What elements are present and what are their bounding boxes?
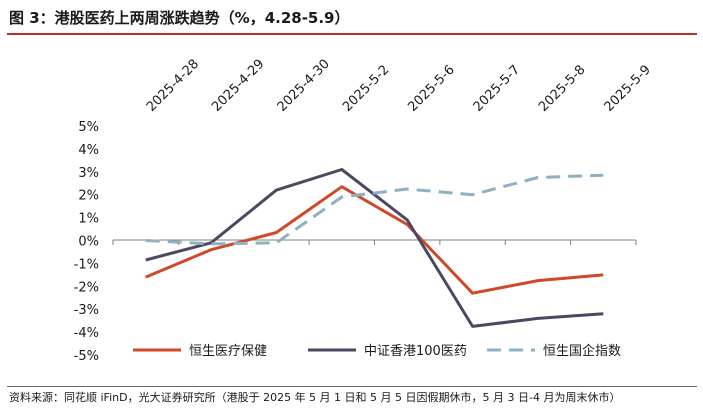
- x-tick-label: 2025-4-28: [144, 57, 202, 115]
- y-tick-label: 1%: [78, 212, 99, 227]
- legend-label: 中证香港100医药: [364, 344, 467, 359]
- x-tick-label: 2025-5-8: [536, 62, 588, 114]
- y-tick-label: 3%: [78, 166, 99, 181]
- x-tick-label: 2025-5-6: [405, 62, 457, 114]
- x-tick-labels: 2025-4-28 2025-4-29 2025-4-30 2025-5-2 2025-…: [144, 57, 654, 115]
- x-tick-label: 2025-5-2: [340, 62, 392, 114]
- title-divider: [7, 33, 697, 35]
- page-title: 图 3：港股医药上两周涨跌趋势（%，4.28-5.9）: [9, 9, 350, 27]
- x-tick-label: 2025-5-7: [471, 62, 523, 114]
- legend-label: 恒生医疗保健: [189, 344, 267, 359]
- y-tick-label: -2%: [74, 280, 99, 295]
- y-tick-label: -3%: [74, 303, 99, 318]
- x-tick-label: 2025-4-29: [209, 57, 267, 115]
- y-tick-label: 5%: [78, 120, 99, 135]
- series-line: [145, 185, 604, 295]
- y-tick-label: -1%: [74, 257, 99, 272]
- line-chart: 5%4%3%2%1%0%-1%-2%-3%-4%-5% 2025-4-28 202…: [74, 57, 654, 364]
- y-tick-label: -4%: [74, 326, 99, 341]
- source-note: 资料来源：同花顺 iFinD，光大证券研究所（港股于 2025 年 5 月 1 …: [9, 391, 621, 404]
- legend: 恒生医疗保健 中证香港100医药 恒生国企指数: [133, 343, 621, 359]
- y-axis: 5% 4% 3% 2% 1% 0% -1% -2% -3% -4% -5%: [74, 120, 99, 364]
- series-line: [145, 173, 604, 246]
- y-tick-label: -5%: [74, 349, 99, 364]
- x-tick-label: 2025-4-30: [275, 57, 333, 115]
- y-tick-label: 4%: [78, 143, 99, 158]
- y-tick-label: 2%: [78, 189, 99, 204]
- x-tick-label: 2025-5-9: [602, 62, 654, 114]
- legend-label: 恒生国企指数: [543, 343, 621, 359]
- y-tick-label: 0%: [78, 235, 99, 250]
- series-line: [145, 168, 604, 328]
- series-lines: [145, 168, 604, 328]
- footer-divider: [7, 386, 697, 387]
